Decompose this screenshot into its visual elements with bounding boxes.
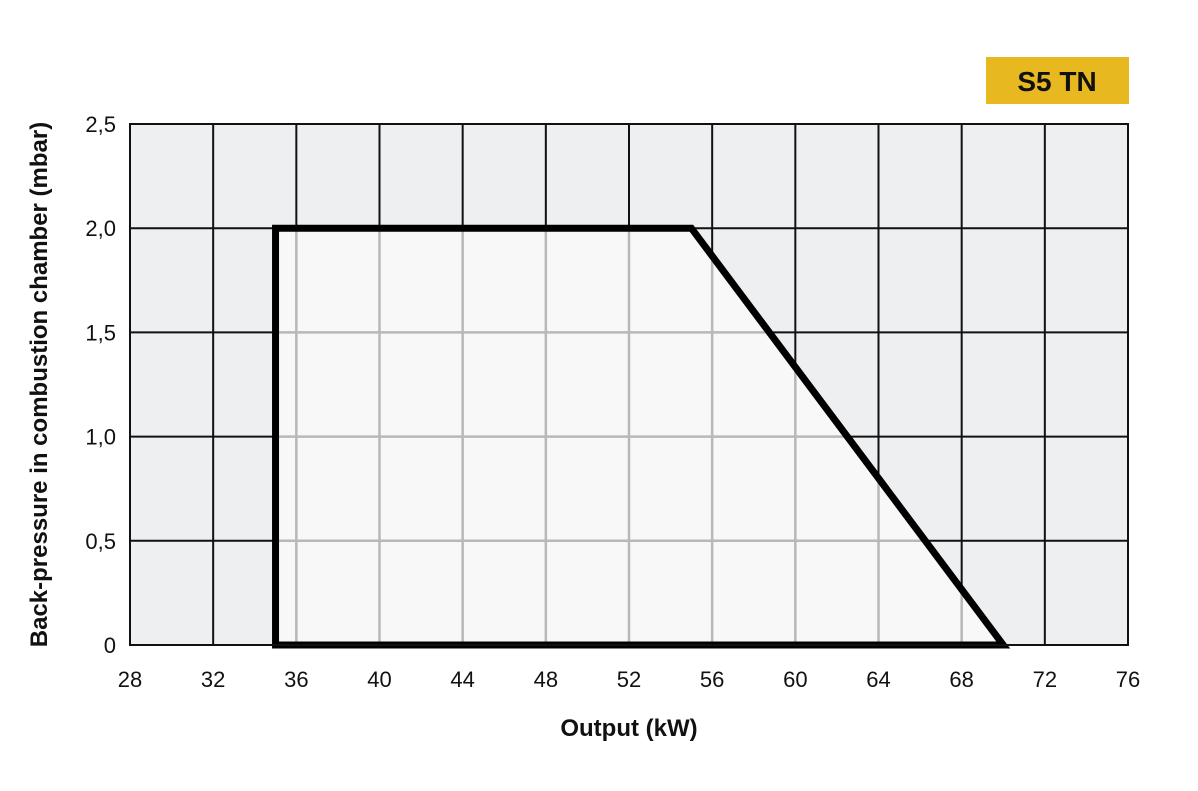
x-tick-label: 40 xyxy=(367,667,391,692)
x-tick-label: 60 xyxy=(783,667,807,692)
x-tick-label: 64 xyxy=(866,667,890,692)
x-tick-label: 76 xyxy=(1116,667,1140,692)
y-axis-title: Back-pressure in combustion chamber (mba… xyxy=(26,122,53,647)
model-badge-background xyxy=(986,57,1129,104)
y-tick-label: 0 xyxy=(104,633,116,658)
model-badge: S5 TN xyxy=(986,57,1129,104)
x-axis-title: Output (kW) xyxy=(560,715,697,742)
y-tick-label: 1,0 xyxy=(85,425,116,450)
y-tick-label: 0,5 xyxy=(85,529,116,554)
x-tick-label: 36 xyxy=(284,667,308,692)
plot-border xyxy=(129,123,1129,646)
model-badge-label: S5 TN xyxy=(1017,66,1096,97)
x-tick-label: 56 xyxy=(700,667,724,692)
x-tick-label: 48 xyxy=(534,667,558,692)
y-tick-label: 1,5 xyxy=(85,320,116,345)
x-tick-label: 32 xyxy=(201,667,225,692)
x-tick-label: 72 xyxy=(1033,667,1057,692)
y-tick-label: 2,5 xyxy=(85,112,116,137)
x-tick-label: 68 xyxy=(949,667,973,692)
y-tick-label: 2,0 xyxy=(85,216,116,241)
x-tick-label: 28 xyxy=(118,667,142,692)
x-tick-label: 44 xyxy=(450,667,474,692)
y-tick-labels: 0 0,5 1,0 1,5 2,0 2,5 xyxy=(85,112,116,658)
x-tick-label: 52 xyxy=(617,667,641,692)
x-tick-labels: 28 32 36 40 44 48 52 56 60 64 68 72 76 xyxy=(118,667,1140,692)
